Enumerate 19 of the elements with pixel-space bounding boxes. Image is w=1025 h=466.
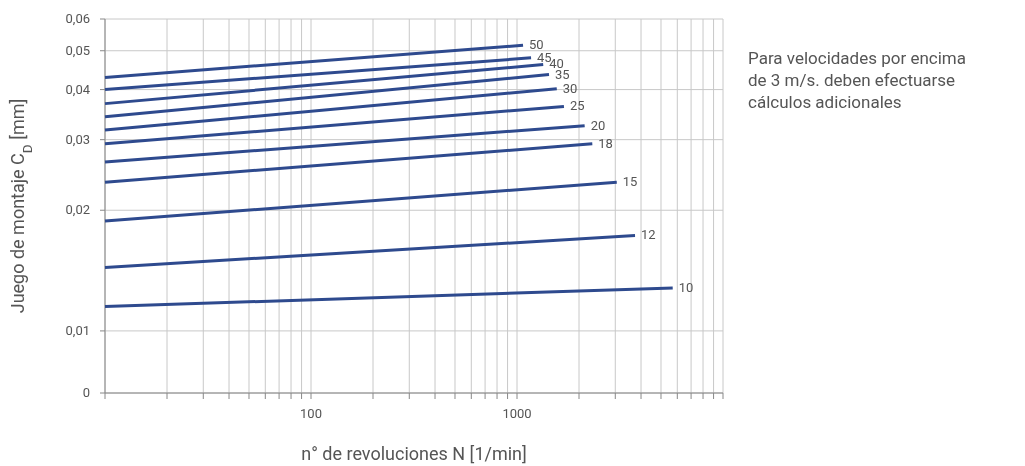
series-label: 15 [622, 174, 638, 190]
series-label: 50 [529, 37, 544, 53]
x-tick-label: 100 [300, 406, 322, 421]
y-tick-label: 0,05 [65, 42, 90, 58]
x-tick-label: 1000 [502, 406, 532, 421]
series-label: 18 [598, 135, 613, 151]
y-tick-label: 0,03 [65, 131, 90, 147]
y-tick-label: 0 [82, 385, 90, 400]
series-label: 10 [678, 279, 694, 295]
y-tick-label: 0,04 [65, 81, 91, 97]
y-tick-label: 0,06 [65, 11, 90, 26]
series-label: 12 [641, 227, 656, 243]
series-label: 25 [569, 98, 585, 114]
series-label: 30 [562, 80, 578, 96]
y-tick-label: 0,01 [65, 322, 90, 338]
y-tick-label: 0,02 [65, 202, 90, 218]
x-axis-title: n° de revoluciones N [1/min] [301, 443, 527, 464]
series-label: 20 [590, 117, 606, 133]
text: Para velocidades por encima de 3 m/s. deben efectuarse cálculos adicionales [748, 48, 967, 112]
